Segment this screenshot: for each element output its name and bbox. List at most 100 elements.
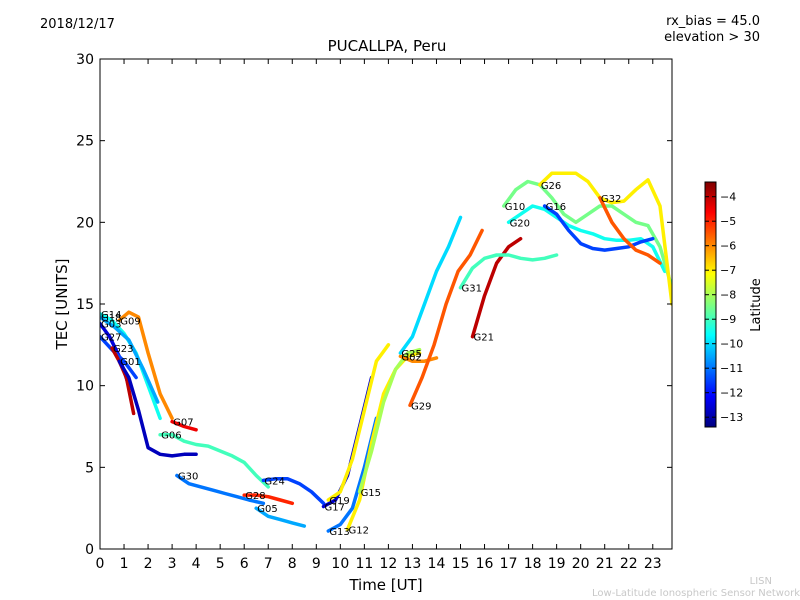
x-tick-label: 6 [240, 556, 249, 572]
series-label-g17: G17 [325, 503, 345, 514]
series-g07 [170, 419, 198, 432]
series-label-g10: G10 [505, 202, 525, 213]
series-label-g01: G01 [120, 357, 140, 368]
series-g10 [502, 179, 672, 290]
colorbar-tick-label: −11 [720, 362, 743, 375]
y-tick-label: 30 [76, 52, 94, 68]
series-g20 [506, 204, 667, 274]
series-label-g19: G19 [329, 496, 349, 507]
series-label-g07: G07 [173, 418, 193, 429]
series-g06 [158, 432, 270, 489]
credit-network: Low-Latitude Ionospheric Sensor Network [592, 588, 800, 599]
series-label-g24: G24 [264, 476, 284, 487]
series-label-g30: G30 [178, 472, 198, 483]
date-label: 2018/12/17 [40, 17, 115, 32]
series-label-g23: G23 [113, 344, 133, 355]
colorbar-tick-label: −12 [720, 387, 743, 400]
series-label-g28: G28 [245, 491, 265, 502]
x-tick-label: 21 [596, 556, 614, 572]
y-tick-label: 25 [76, 134, 94, 150]
series-label-g03: G03 [101, 320, 121, 331]
y-tick-label: 15 [76, 297, 94, 313]
x-tick-label: 22 [620, 556, 638, 572]
series-g30 [175, 473, 266, 506]
series-label-g25: G25 [401, 349, 421, 360]
x-tick-label: 18 [524, 556, 542, 572]
y-tick-label: 5 [85, 460, 94, 476]
series-label-g06: G06 [161, 431, 181, 442]
series-layer [100, 171, 672, 533]
x-tick-label: 11 [355, 556, 373, 572]
series-g19 [326, 343, 391, 502]
series-label-g09: G09 [120, 316, 140, 327]
x-tick-label: 19 [548, 556, 566, 572]
colorbar-tick-label: −5 [720, 215, 736, 228]
colorbar-tick-label: −9 [720, 313, 736, 326]
series-label-g02: G02 [401, 352, 421, 363]
series-g09 [117, 310, 174, 421]
rx-bias-label: rx_bias = 45.0 [666, 14, 760, 29]
x-tick-label: 13 [404, 556, 422, 572]
series-label-g26: G26 [541, 181, 561, 192]
y-axis-label: TEC [UNITS] [53, 259, 71, 351]
x-tick-label: 5 [216, 556, 225, 572]
series-g15 [357, 347, 422, 494]
series-g12 [345, 351, 422, 532]
y-tick-label: 20 [76, 215, 94, 231]
x-tick-label: 10 [331, 556, 349, 572]
series-g24 [261, 477, 326, 506]
series-g18 [100, 315, 160, 404]
series-g29 [408, 228, 484, 408]
x-tick-label: 0 [96, 556, 105, 572]
colorbar-tick-label: −4 [720, 191, 736, 204]
colorbar-gradient [704, 181, 717, 428]
colorbar-tick-label: −8 [720, 289, 736, 302]
x-tick-label: 20 [572, 556, 590, 572]
series-g32 [598, 196, 662, 265]
x-tick-label: 2 [144, 556, 153, 572]
series-label-g05: G05 [257, 504, 277, 515]
series-label-g14: G14 [101, 310, 121, 321]
colorbar-tick-label: −7 [720, 264, 736, 277]
y-tick-label: 10 [76, 379, 94, 395]
x-tick-label: 17 [500, 556, 518, 572]
x-tick-label: 1 [120, 556, 129, 572]
series-g26 [538, 171, 672, 306]
series-label-g15: G15 [361, 488, 381, 499]
series-label-g12: G12 [349, 525, 369, 536]
x-tick-label: 9 [312, 556, 321, 572]
colorbar-ticks: −4 −5 −6 −7 −8 −9 −10 −11 −12 −13 [705, 191, 743, 424]
x-tick-label: 12 [379, 556, 397, 572]
colorbar-tick-label: −6 [720, 240, 736, 253]
series-g21 [470, 236, 523, 339]
colorbar-tick-label: −10 [720, 338, 743, 351]
series-label-g13: G13 [329, 527, 349, 538]
series-label-g16: G16 [546, 202, 566, 213]
x-tick-label: 7 [264, 556, 273, 572]
series-g01 [117, 359, 198, 458]
series-label-g21: G21 [474, 333, 494, 344]
colorbar-label: Latitude [749, 278, 764, 332]
credit-lisn: LISN [749, 576, 772, 587]
chart-title: PUCALLPA, Peru [327, 37, 447, 55]
x-tick-label: 8 [288, 556, 297, 572]
colorbar: −4 −5 −6 −7 −8 −9 −10 −11 −12 −13 Latitude [704, 181, 764, 428]
series-g16 [542, 204, 655, 252]
series-label-g31: G31 [462, 284, 482, 295]
x-axis-label: Time [UT] [348, 576, 422, 594]
series-g05 [254, 506, 307, 528]
x-tick-label: 15 [452, 556, 470, 572]
axis-layer: 0 1 2 3 4 5 6 7 8 9 10 11 12 13 14 15 16 17 18 19 20 21 22 2305… [76, 52, 672, 572]
series-label-g20: G20 [510, 218, 530, 229]
colorbar-tick-label: −13 [720, 411, 743, 424]
series-label-g29: G29 [411, 401, 431, 412]
series-g25 [398, 215, 463, 355]
x-tick-label: 23 [644, 556, 662, 572]
x-tick-label: 14 [428, 556, 446, 572]
series-g28 [242, 493, 295, 506]
y-tick-label: 0 [85, 542, 94, 558]
x-tick-label: 4 [192, 556, 201, 572]
series-label-g18: G18 [101, 313, 121, 324]
